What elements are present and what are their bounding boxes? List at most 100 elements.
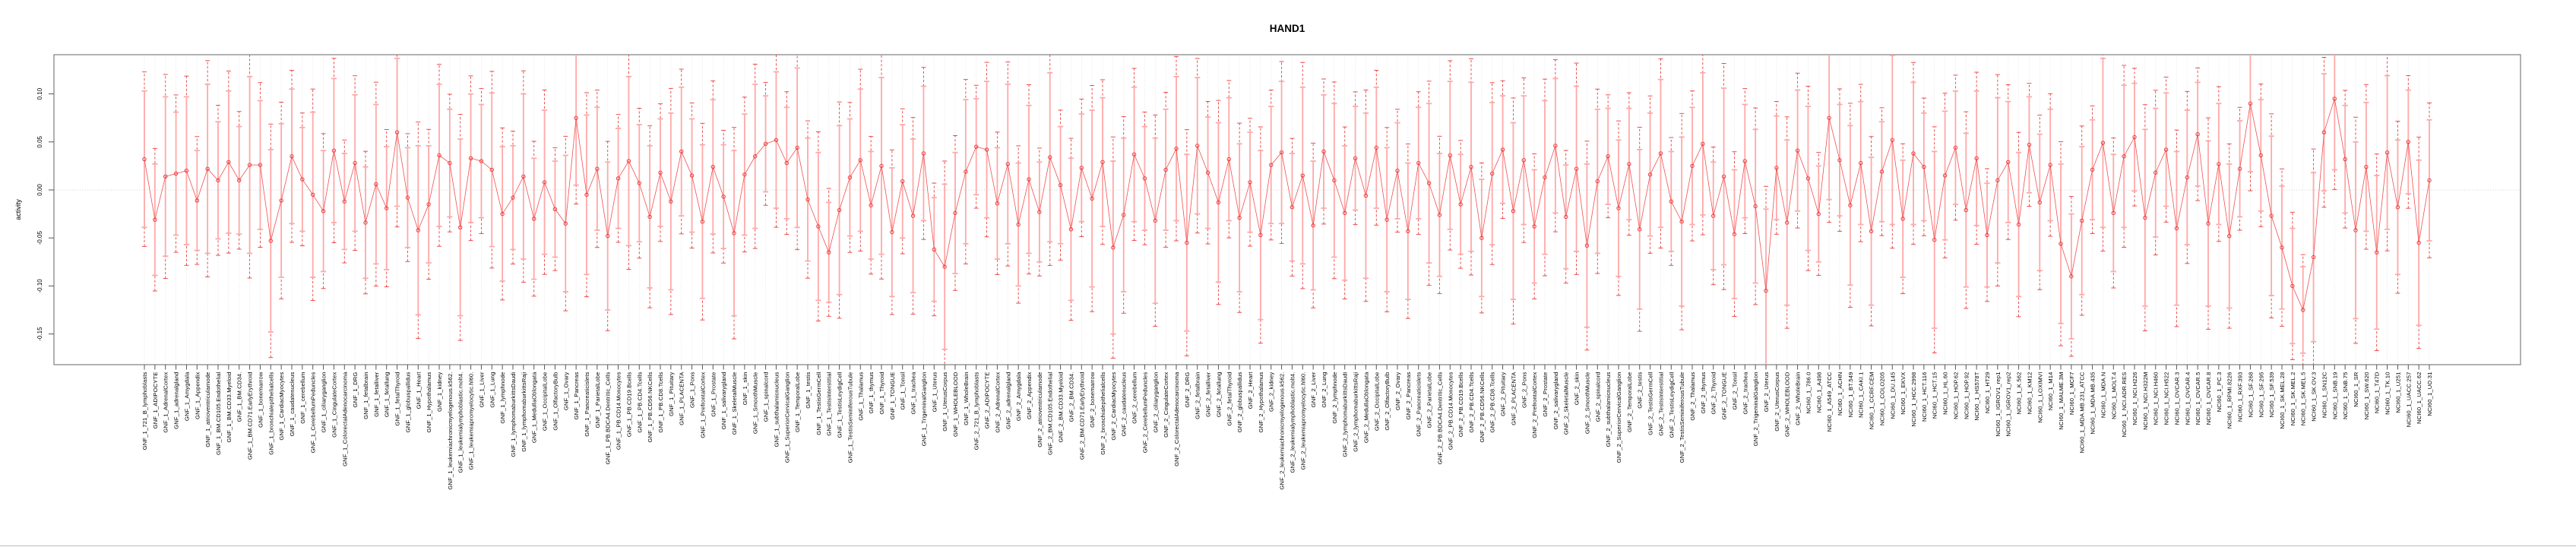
svg-text:GNF_2_skin: GNF_2_skin (1574, 372, 1581, 406)
svg-text:NCI60_1_SF.539: NCI60_1_SF.539 (2268, 372, 2275, 418)
svg-text:GNF_1_TrigeminalGanglion: GNF_1_TrigeminalGanglion (920, 372, 927, 447)
svg-text:GNF_2_PB.CD19.Bcells: GNF_2_PB.CD19.Bcells (1457, 372, 1464, 437)
svg-text:GNF_2_Tonsil: GNF_2_Tonsil (1731, 372, 1738, 409)
svg-text:GNF_2_leukemiapromyelocytic.hl: GNF_2_leukemiapromyelocytic.hl60. (1299, 372, 1306, 470)
svg-text:GNF_2_fetalThyroid: GNF_2_fetalThyroid (1226, 372, 1233, 426)
svg-text:NCI60_1_NCI.H226: NCI60_1_NCI.H226 (2131, 372, 2138, 425)
gridlines (54, 55, 2521, 365)
svg-text:GNF_2_lymphomaburkittsDaudi: GNF_2_lymphomaburkittsDaudi (1342, 372, 1349, 457)
svg-text:NCI60_1_IGROV1_rep1: NCI60_1_IGROV1_rep1 (1995, 372, 2002, 437)
svg-text:NCI60_1_UACC.257: NCI60_1_UACC.257 (2405, 372, 2412, 428)
svg-text:GNF_1_CerebellumPeduncles: GNF_1_CerebellumPeduncles (310, 372, 317, 453)
svg-text:GNF_2_TONGUE: GNF_2_TONGUE (1721, 372, 1728, 420)
svg-text:GNF_1_leukemialymphoblastic.mo: GNF_1_leukemialymphoblastic.molt4. (457, 372, 464, 473)
svg-text:GNF_2_Hypothalamus: GNF_2_Hypothalamus (1258, 372, 1264, 432)
svg-text:GNF_2_SmoothMuscle: GNF_2_SmoothMuscle (1584, 372, 1590, 435)
svg-text:GNF_1_Pancreas: GNF_1_Pancreas (573, 372, 580, 419)
svg-text:GNF_2_CerebellumPeduncles: GNF_2_CerebellumPeduncles (1141, 372, 1148, 453)
svg-text:NCI60_1_SK.MEL.2: NCI60_1_SK.MEL.2 (2290, 372, 2296, 426)
svg-text:NCI60_1_MDA.MB.231_ATCC: NCI60_1_MDA.MB.231_ATCC (2079, 372, 2086, 453)
svg-text:GNF_1_CardiacMyocytes: GNF_1_CardiacMyocytes (278, 372, 285, 440)
svg-text:NCI60_1_SK.MEL.28: NCI60_1_SK.MEL.28 (2279, 372, 2286, 429)
svg-text:GNF_1_Prostate: GNF_1_Prostate (710, 372, 717, 417)
svg-text:NCI60_1_SF.268: NCI60_1_SF.268 (2247, 372, 2254, 418)
svg-text:GNF_2_BM.CD34.: GNF_2_BM.CD34. (1068, 372, 1074, 422)
svg-text:NCI60_1_CCRF.CEM: NCI60_1_CCRF.CEM (1869, 372, 1875, 430)
svg-text:GNF_2_testis: GNF_2_testis (1637, 372, 1644, 408)
svg-text:GNF_1_PB.CD19.Bcells: GNF_1_PB.CD19.Bcells (625, 372, 632, 437)
svg-text:GNF_2_bronchialepithelialcells: GNF_2_bronchialepithelialcells (1100, 372, 1106, 454)
svg-text:NCI60_1_ACHN: NCI60_1_ACHN (1837, 372, 1843, 416)
svg-text:NCI60_1_K.562: NCI60_1_K.562 (2016, 372, 2023, 415)
svg-text:NCI60_1_SF.295: NCI60_1_SF.295 (2258, 372, 2264, 418)
svg-text:GNF_2_fetalbrain: GNF_2_fetalbrain (1195, 372, 1201, 419)
svg-text:GNF_1_TONGUE: GNF_1_TONGUE (889, 372, 896, 420)
svg-text:GNF_1_Hypothalamus: GNF_1_Hypothalamus (426, 372, 432, 432)
svg-text:NCI60_1_PC.3: NCI60_1_PC.3 (2216, 372, 2223, 413)
svg-text:GNF_2_PB.CD8.Tcells: GNF_2_PB.CD8.Tcells (1489, 372, 1496, 432)
svg-text:NCI60_1_RXF.393: NCI60_1_RXF.393 (2237, 372, 2244, 422)
svg-text:GNF_1_Amygdala: GNF_1_Amygdala (183, 372, 190, 421)
svg-text:GNF_2_MedullaOblongata: GNF_2_MedullaOblongata (1362, 372, 1369, 443)
svg-text:GNF_1_Uterus: GNF_1_Uterus (931, 372, 938, 412)
svg-text:GNF_1_Pancreaticislets: GNF_1_Pancreaticislets (584, 372, 590, 436)
svg-text:GNF_2_caudatenucleus: GNF_2_caudatenucleus (1121, 372, 1128, 436)
svg-text:GNF_1_TemporalLobe: GNF_1_TemporalLobe (794, 372, 801, 433)
svg-text:NCI60_1_IGROV1_rep2: NCI60_1_IGROV1_rep2 (2005, 372, 2012, 437)
svg-text:GNF_1_Thalamus: GNF_1_Thalamus (857, 372, 864, 420)
svg-text:GNF_2_SuperiorCervicalGanglion: GNF_2_SuperiorCervicalGanglion (1616, 372, 1622, 463)
svg-text:NCI60_1_OVCAR.8: NCI60_1_OVCAR.8 (2205, 372, 2212, 425)
svg-text:GNF_1_BM.CD71.EarlyErythroid: GNF_1_BM.CD71.EarlyErythroid (247, 372, 254, 460)
svg-text:GNF_1_SuperiorCervicalGanglion: GNF_1_SuperiorCervicalGanglion (783, 372, 790, 463)
svg-text:NCI60_1_NCI.H522: NCI60_1_NCI.H522 (2163, 372, 2170, 425)
svg-text:GNF_1_WholeBrain: GNF_1_WholeBrain (963, 372, 970, 425)
svg-text:GNF_1_cerebellum: GNF_1_cerebellum (299, 372, 306, 424)
svg-text:GNF_1_AdrenalCortex: GNF_1_AdrenalCortex (163, 372, 169, 432)
svg-text:GNF_2_AdrenalCortex: GNF_2_AdrenalCortex (994, 372, 1001, 432)
svg-text:GNF_2_kidney: GNF_2_kidney (1268, 372, 1275, 412)
svg-text:GNF_1_CingulateCortex: GNF_1_CingulateCortex (331, 372, 337, 437)
svg-text:GNF_1_OlfactoryBulb: GNF_1_OlfactoryBulb (552, 372, 559, 431)
svg-text:GNF_2_Pons: GNF_2_Pons (1521, 372, 1527, 408)
svg-text:GNF_1_WHOLEBLOOD: GNF_1_WHOLEBLOOD (952, 372, 959, 437)
svg-text:GNF_1_caudatenucleus: GNF_1_caudatenucleus (289, 372, 296, 436)
svg-text:GNF_1_kidney: GNF_1_kidney (436, 372, 443, 412)
svg-text:NCI60_1_A549_ATCC: NCI60_1_A549_ATCC (1826, 372, 1833, 432)
svg-text:GNF_1_spinalcord: GNF_1_spinalcord (763, 372, 770, 422)
svg-text:GNF_2_lymphomaburkittsRaji: GNF_2_lymphomaburkittsRaji (1353, 372, 1359, 451)
svg-text:GNF_1_Liver: GNF_1_Liver (478, 372, 485, 407)
svg-text:GNF_2_PB.CD4.Tcells: GNF_2_PB.CD4.Tcells (1468, 372, 1475, 432)
svg-text:GNF_1_ParietalLobe: GNF_1_ParietalLobe (594, 372, 601, 428)
svg-text:GNF_2_thymus: GNF_2_thymus (1700, 372, 1707, 413)
svg-text:GNF_2_ParietalLobe: GNF_2_ParietalLobe (1426, 372, 1433, 428)
svg-text:-0.10: -0.10 (36, 279, 43, 293)
svg-text:GNF_2_BM.CD33.Myeloid: GNF_2_BM.CD33.Myeloid (1058, 372, 1065, 443)
svg-text:GNF_1_DRG: GNF_1_DRG (352, 372, 359, 408)
svg-text:GNF_1_bronchialepithelialcells: GNF_1_bronchialepithelialcells (267, 372, 274, 454)
svg-text:GNF_2_PLACENTA: GNF_2_PLACENTA (1510, 372, 1517, 425)
svg-text:GNF_1_testis: GNF_1_testis (805, 372, 812, 408)
svg-text:NCI60_1_UACC.62: NCI60_1_UACC.62 (2416, 372, 2423, 425)
svg-text:0.05: 0.05 (36, 135, 43, 147)
svg-text:GNF_1_thymus: GNF_1_thymus (868, 372, 875, 413)
svg-text:NCI60_1_CAKI.1: NCI60_1_CAKI.1 (1858, 372, 1865, 418)
x-axis-ticks: GNF_1_721_B_lymphoblasts GNF_1_ADIPOCYTE G… (141, 365, 2433, 490)
svg-text:GNF_1_TestisLeydigCell: GNF_1_TestisLeydigCell (837, 372, 843, 438)
svg-text:GNF_1_skin: GNF_1_skin (742, 372, 748, 406)
svg-text:NCI60_1_HOP.92: NCI60_1_HOP.92 (1963, 372, 1970, 419)
svg-text:-0.05: -0.05 (36, 231, 43, 245)
svg-text:NCI60_1_HOP.62: NCI60_1_HOP.62 (1952, 372, 1959, 419)
svg-text:NCI60_1_SR: NCI60_1_SR (2353, 372, 2359, 407)
svg-text:GNF_2_BM.CD105.Endothelial: GNF_2_BM.CD105.Endothelial (1047, 372, 1054, 455)
svg-text:GNF_1_TestisSeminiferousTubule: GNF_1_TestisSeminiferousTubule (847, 372, 853, 463)
svg-text:GNF_2_Pancreaticislets: GNF_2_Pancreaticislets (1416, 372, 1422, 436)
svg-text:GNF_1_subthalamicnucleus: GNF_1_subthalamicnucleus (773, 372, 780, 447)
svg-text:NCI60_1_SW.620: NCI60_1_SW.620 (2363, 372, 2370, 420)
svg-text:GNF_2_Pancreas: GNF_2_Pancreas (1405, 372, 1412, 419)
svg-text:NCI60_1_HCC.2998: NCI60_1_HCC.2998 (1910, 372, 1917, 427)
svg-text:GNF_1_PrefrontalCortex: GNF_1_PrefrontalCortex (699, 372, 706, 438)
svg-text:GNF_1_BM.CD105.Endothelial: GNF_1_BM.CD105.Endothelial (215, 372, 222, 455)
svg-text:0.00: 0.00 (36, 184, 43, 196)
svg-text:GNF_2_TestisLeydigCell: GNF_2_TestisLeydigCell (1668, 372, 1675, 438)
svg-text:NCI60_1_HS578T: NCI60_1_HS578T (1973, 372, 1980, 420)
